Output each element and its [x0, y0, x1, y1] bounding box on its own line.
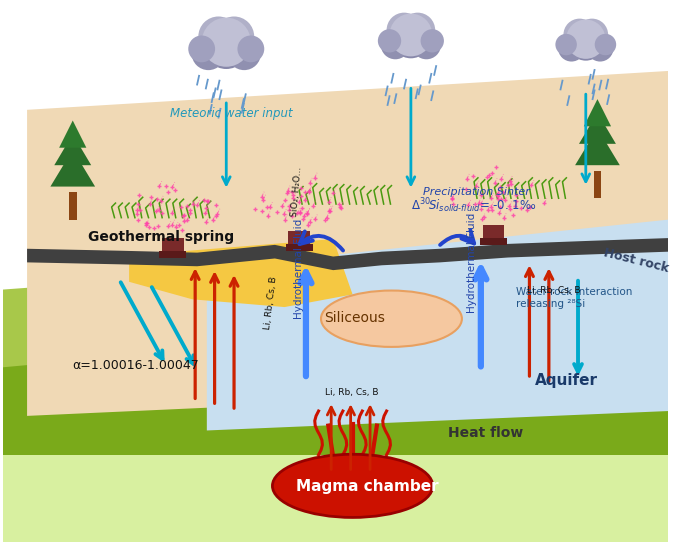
Circle shape — [192, 37, 225, 70]
Circle shape — [199, 16, 238, 57]
Circle shape — [214, 16, 254, 57]
Bar — [594, 171, 601, 198]
Ellipse shape — [321, 290, 462, 347]
Text: Siliceous: Siliceous — [324, 311, 385, 324]
Polygon shape — [207, 219, 669, 431]
Circle shape — [378, 29, 401, 52]
Circle shape — [391, 19, 430, 58]
Text: Hydrothermal Fluid: Hydrothermal Fluid — [295, 218, 304, 319]
Circle shape — [412, 30, 441, 59]
Polygon shape — [27, 238, 669, 270]
Circle shape — [188, 36, 215, 62]
Text: Precipitation Sinter: Precipitation Sinter — [423, 188, 530, 197]
Circle shape — [390, 14, 432, 56]
Text: Aquifer: Aquifer — [535, 373, 598, 388]
Polygon shape — [579, 113, 616, 144]
Circle shape — [564, 19, 596, 51]
Circle shape — [558, 35, 585, 62]
Circle shape — [576, 19, 608, 51]
Bar — [480, 238, 507, 245]
Text: Host rock: Host rock — [602, 246, 670, 275]
Circle shape — [386, 13, 421, 48]
Text: SiO₂, H₂O...: SiO₂, H₂O... — [290, 166, 303, 217]
Bar — [162, 238, 184, 254]
FancyArrowPatch shape — [299, 232, 343, 250]
Text: Magma chamber: Magma chamber — [296, 478, 439, 494]
Polygon shape — [575, 128, 620, 165]
Circle shape — [595, 34, 617, 56]
Text: Geothermal spring: Geothermal spring — [88, 230, 234, 244]
Bar — [288, 231, 310, 247]
Text: Meteoric water input: Meteoric water input — [170, 107, 292, 119]
Circle shape — [586, 35, 614, 62]
Circle shape — [568, 25, 603, 60]
Polygon shape — [3, 455, 669, 542]
Ellipse shape — [273, 454, 433, 518]
Text: Hydrothermal Fluid: Hydrothermal Fluid — [467, 213, 477, 313]
Text: α=1.00016-1.00047: α=1.00016-1.00047 — [73, 359, 199, 372]
Polygon shape — [584, 99, 611, 127]
Circle shape — [381, 30, 410, 59]
Circle shape — [227, 37, 261, 70]
Polygon shape — [51, 150, 95, 186]
Polygon shape — [59, 120, 86, 148]
Circle shape — [566, 19, 606, 59]
Text: Water-rock Interaction
releasing ²⁸Si: Water-rock Interaction releasing ²⁸Si — [516, 288, 632, 309]
Text: $\Delta^{30}\!Si_{solid\text{-}fluid}$= -0. 1‰: $\Delta^{30}\!Si_{solid\text{-}fluid}$= … — [411, 196, 536, 214]
Bar — [159, 251, 186, 257]
Polygon shape — [3, 241, 669, 542]
Text: Li, Rb, Cs, B: Li, Rb, Cs, B — [325, 388, 379, 397]
Polygon shape — [3, 328, 669, 542]
Circle shape — [204, 24, 249, 69]
FancyArrowPatch shape — [440, 230, 474, 245]
Circle shape — [238, 36, 264, 62]
Polygon shape — [54, 134, 91, 165]
Bar — [286, 244, 313, 251]
Text: Li, Rb, Cs, B: Li, Rb, Cs, B — [527, 287, 581, 295]
Polygon shape — [129, 239, 353, 307]
Circle shape — [556, 34, 577, 56]
Bar — [483, 226, 504, 241]
Polygon shape — [27, 71, 669, 416]
Text: Heat flow: Heat flow — [448, 426, 523, 440]
Circle shape — [421, 29, 444, 52]
Bar — [69, 192, 77, 219]
Text: Li, Rb, Cs, B: Li, Rb, Cs, B — [263, 276, 279, 331]
Circle shape — [400, 13, 435, 48]
Circle shape — [201, 18, 251, 67]
